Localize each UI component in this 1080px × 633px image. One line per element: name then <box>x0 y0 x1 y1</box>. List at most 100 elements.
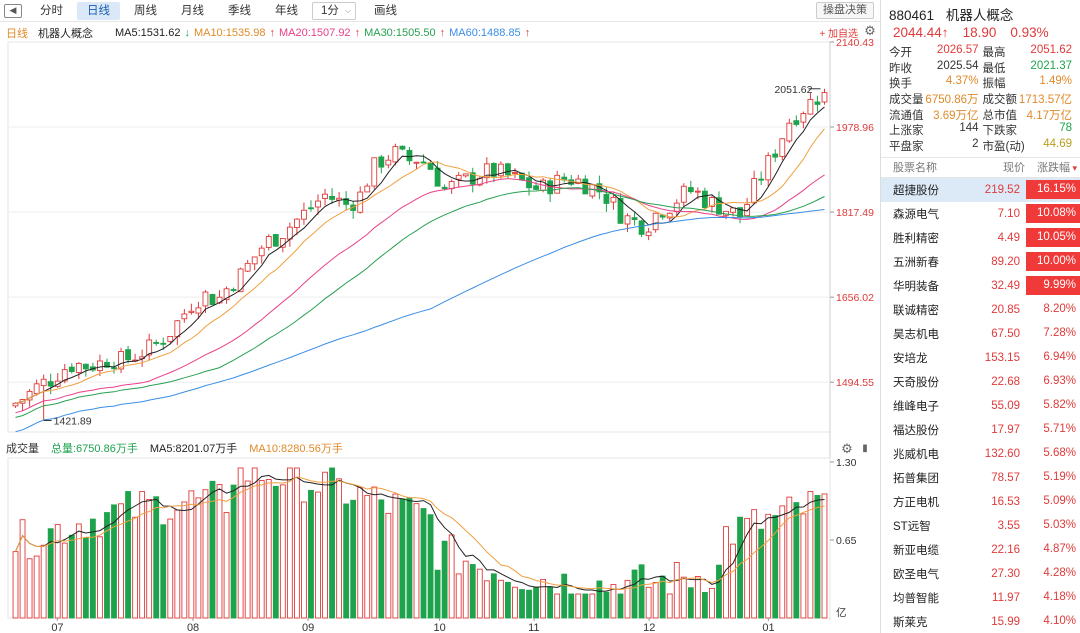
col-name[interactable]: 股票名称 <box>893 162 937 175</box>
stock-name: 新亚电缆 <box>893 544 939 557</box>
volume-bar <box>687 587 694 619</box>
list-item[interactable]: 天奇股份 22.68 6.93% <box>881 370 1080 394</box>
stock-change: 5.03% <box>1043 519 1076 532</box>
stat-value: 3.69万亿 <box>933 109 979 122</box>
tab-daily[interactable]: 日线 <box>77 1 120 20</box>
volume-bar <box>33 555 40 619</box>
expand-icon[interactable]: ▮ <box>862 443 868 454</box>
draw-line-button[interactable]: 画线 <box>373 4 397 17</box>
volume-bar <box>645 586 652 619</box>
candle-body <box>251 256 258 265</box>
stat-value: 6750.86万 <box>925 93 979 106</box>
stock-price: 17.97 <box>991 423 1020 436</box>
period-label: 日线 <box>6 28 28 40</box>
stock-price: 22.16 <box>991 543 1020 556</box>
stat-value: 144 <box>959 122 979 135</box>
tab-intraday[interactable]: 分时 <box>40 4 63 17</box>
stat-cell: 昨收 2025.54 <box>889 60 983 76</box>
trade-decision-button[interactable]: 操盘决策 <box>816 2 874 19</box>
list-item[interactable]: 欧圣电气 27.30 4.28% <box>881 562 1080 586</box>
candle-body <box>244 262 251 272</box>
list-item[interactable]: 胜利精密 4.49 10.05% <box>881 226 1080 250</box>
list-item[interactable]: 五洲新春 89.20 10.00% <box>881 250 1080 274</box>
stats-row: 流通值 3.69万亿 总市值 4.17万亿 <box>889 107 1076 123</box>
list-item[interactable]: 斯莱克 15.99 4.10% <box>881 610 1080 633</box>
back-icon[interactable]: ◀ <box>4 3 22 18</box>
volume-bar <box>533 586 539 619</box>
stock-name: 均普智能 <box>893 592 939 605</box>
gear-icon[interactable]: ⚙ <box>841 441 853 456</box>
volume-bar <box>68 534 75 619</box>
tab-quarterly[interactable]: 季线 <box>228 4 251 17</box>
price-change: 18.90 <box>962 24 997 40</box>
add-watchlist-button[interactable]: + 加自选 <box>819 29 858 40</box>
stock-change: 10.00% <box>1025 252 1080 272</box>
tab-monthly[interactable]: 月线 <box>181 4 204 17</box>
list-item[interactable]: 方正电机 16.53 5.09% <box>881 490 1080 514</box>
candle-body <box>512 172 518 175</box>
price-axis-label: 1978.96 <box>836 122 874 134</box>
stock-change: 6.94% <box>1043 351 1076 364</box>
volume-bar <box>420 508 427 619</box>
list-item[interactable]: 华明装备 32.49 9.99% <box>881 274 1080 298</box>
volume-bar <box>82 537 89 619</box>
list-item[interactable]: 森源电气 7.10 10.08% <box>881 202 1080 226</box>
month-label: 09 <box>302 622 314 633</box>
ma-legend: 日线 机器人概念 MA5:1531.62 ↓ MA10:1535.98 ↑ MA20… <box>6 25 534 41</box>
list-item[interactable]: 拓普集团 78.57 5.19% <box>881 466 1080 490</box>
stat-label: 振幅 <box>982 78 1006 91</box>
list-item[interactable]: 兆威机电 132.60 5.68% <box>881 442 1080 466</box>
stat-cell: 市盈(动) 44.69 <box>983 138 1077 154</box>
volume-bar <box>448 534 455 619</box>
gear-icon[interactable]: ⚙ <box>864 23 876 38</box>
volume-bar <box>230 484 237 619</box>
volume-bar <box>54 524 61 619</box>
candle-body <box>125 349 131 361</box>
list-item[interactable]: 新亚电缆 22.16 4.87% <box>881 538 1080 562</box>
list-item[interactable]: 福达股份 17.97 5.71% <box>881 418 1080 442</box>
list-item[interactable]: 维峰电子 55.09 5.82% <box>881 394 1080 418</box>
candle-body <box>223 288 230 301</box>
stats-row: 上涨家 144 下跌家 78 <box>889 122 1076 138</box>
volume-bar <box>160 524 167 619</box>
list-item[interactable]: 昊志机电 67.50 7.28% <box>881 322 1080 346</box>
candle-body <box>357 191 364 213</box>
stat-label: 今开 <box>889 46 912 59</box>
col-change[interactable]: 涨跌幅 ▾ <box>1036 162 1077 175</box>
stock-name: 方正电机 <box>893 496 939 509</box>
month-label: 08 <box>187 622 199 633</box>
volume-bar <box>512 586 518 619</box>
candle-body <box>645 231 652 237</box>
candle-body <box>167 336 174 342</box>
tab-yearly[interactable]: 年线 <box>275 4 298 17</box>
candle-body <box>82 363 89 370</box>
candle-body <box>427 163 434 170</box>
index-header: 880461 机器人概念 <box>881 0 1080 23</box>
candle-body <box>575 178 582 184</box>
volume-bar <box>765 513 772 619</box>
volume-bar <box>497 579 504 619</box>
list-item[interactable]: 安培龙 153.15 6.94% <box>881 346 1080 370</box>
stats-row: 平盘家 2 市盈(动) 44.69 <box>889 138 1076 154</box>
volume-bar <box>272 485 279 619</box>
stock-name: 华明装备 <box>893 280 939 293</box>
up-arrow-icon: ↑ <box>354 27 361 39</box>
candle-body <box>293 218 300 229</box>
candle-body <box>322 193 328 199</box>
col-price[interactable]: 现价 <box>1003 162 1025 175</box>
list-item[interactable]: 均普智能 11.97 4.18% <box>881 586 1080 610</box>
volume-bar <box>568 593 575 619</box>
candle-body <box>26 390 33 401</box>
volume-bar <box>701 591 708 619</box>
volume-bar <box>350 499 357 619</box>
volume-bar <box>694 576 701 619</box>
candle-body <box>751 178 758 204</box>
tab-weekly[interactable]: 周线 <box>134 4 157 17</box>
volume-bar <box>293 467 300 619</box>
interval-select[interactable]: 1分 ⌵ <box>312 1 356 20</box>
list-item[interactable]: 联诚精密 20.85 8.20% <box>881 298 1080 322</box>
list-item[interactable]: 超捷股份 219.52 16.15% <box>881 177 1080 202</box>
candle-body <box>104 361 110 368</box>
list-item[interactable]: ST远智 3.55 5.03% <box>881 514 1080 538</box>
ma60-label: MA60:1488.85 <box>449 27 521 39</box>
